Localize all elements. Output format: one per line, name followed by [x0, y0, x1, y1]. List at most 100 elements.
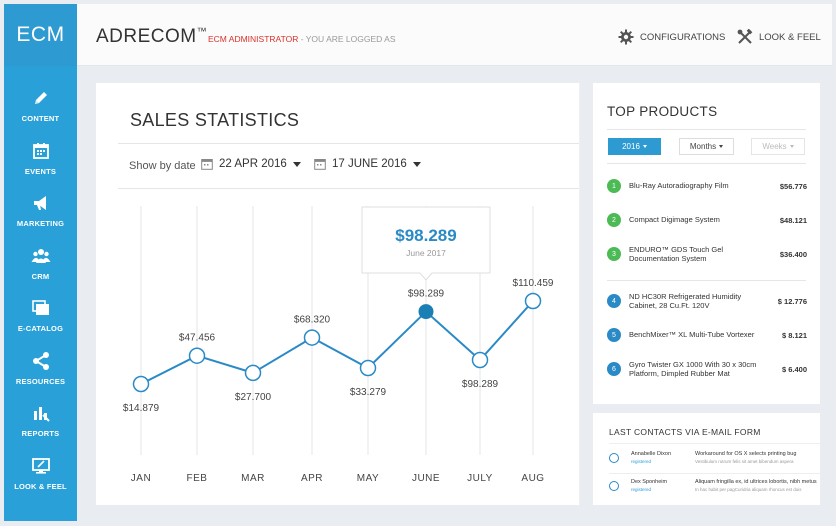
contact-radio[interactable]	[609, 453, 619, 463]
divider	[609, 443, 820, 444]
share-icon	[32, 352, 49, 370]
top-products-title: TOP PRODUCTS	[607, 104, 718, 119]
data-point	[132, 375, 150, 393]
product-item[interactable]: 4 ND HC30R Refrigerated Humidity Cabinet…	[607, 287, 807, 315]
sidebar-item-label: CONTENT	[21, 114, 60, 123]
date-to-picker[interactable]: 17 JUNE 2016	[314, 158, 421, 170]
product-name: ND HC30R Refrigerated Humidity Cabinet, …	[629, 291, 742, 310]
data-point	[244, 364, 262, 382]
months-filter-button[interactable]: Months	[679, 138, 734, 155]
sales-statistics-card: SALES STATISTICS Show by date 22 APR 201…	[96, 83, 580, 505]
catalog-icon	[31, 300, 49, 315]
product-price: $56.776	[779, 181, 807, 191]
divider	[607, 129, 806, 130]
year-filter-button[interactable]: 2016	[608, 138, 661, 155]
product-item[interactable]: 2 Compact Digimage System $48.121	[607, 206, 807, 234]
data-label: $27.700	[235, 392, 272, 403]
sidebar-item-label: CRM	[31, 272, 50, 281]
app-title: ADRECOM™	[96, 26, 208, 47]
product-item[interactable]: 3 ENDURO™ GDS Touch Gel Documentation Sy…	[607, 240, 807, 268]
x-tick-label: JAN	[131, 473, 151, 484]
contacts-title: LAST CONTACTS VIA E-MAIL FORM	[609, 427, 761, 437]
sidebar-item-events[interactable]: EVENTS	[4, 141, 77, 193]
rank-badge: 1	[607, 179, 621, 193]
tooltip-label: June 2017	[406, 248, 446, 258]
data-point	[359, 359, 377, 377]
show-by-label: Show by date	[129, 160, 196, 172]
product-name: Blu-Ray Autoradiography Film	[629, 181, 729, 191]
sidebar-item-marketing[interactable]: MARKETING	[4, 193, 77, 245]
x-tick-label: JUNE	[412, 473, 440, 484]
sidebar-item-label: RESOURCES	[15, 377, 66, 386]
sidebar-item-look-feel[interactable]: LOOK & FEEL	[4, 456, 77, 508]
data-label: $110.459	[513, 278, 554, 289]
contact-radio[interactable]	[609, 481, 619, 491]
date-from-picker[interactable]: 22 APR 2016	[201, 158, 301, 170]
megaphone-icon	[33, 196, 46, 210]
brand-logo[interactable]: ECM	[4, 4, 77, 66]
product-price: $ 8.121	[781, 330, 807, 340]
x-tick-label: MAY	[357, 473, 379, 484]
product-name: Compact Digimage System	[629, 215, 720, 225]
x-tick-label: MAR	[241, 473, 265, 484]
product-item[interactable]: 6 Gyro Twister GX 1000 With 30 x 30cm Pl…	[607, 355, 807, 383]
sales-title: SALES STATISTICS	[130, 110, 300, 130]
contact-tag: registered	[631, 459, 652, 464]
gear-icon	[618, 29, 634, 45]
calendar-icon	[201, 159, 213, 170]
sidebar-item-label: MARKETING	[16, 219, 65, 228]
data-label: $14.879	[123, 403, 160, 414]
users-icon	[31, 249, 50, 263]
look-and-feel-button[interactable]: LOOK & FEEL	[737, 29, 821, 45]
contact-name: Annabelle Dixon	[631, 451, 672, 457]
product-item[interactable]: 5 BenchMixer™ XL Multi-Tube Vortexer $ 8…	[607, 321, 807, 349]
rank-badge: 4	[607, 294, 621, 308]
product-price: $ 12.776	[777, 296, 807, 306]
contact-item[interactable]: Annabelle Dixon registered Workaround fo…	[609, 449, 819, 471]
product-price: $ 6.400	[781, 364, 807, 374]
contact-name: Dex Sponheim	[631, 479, 668, 485]
x-tick-label: FEB	[187, 473, 208, 484]
divider	[607, 280, 806, 281]
chevron-down-icon	[292, 161, 301, 167]
divider	[609, 473, 820, 474]
calendar-icon	[314, 159, 326, 170]
rank-badge: 3	[607, 247, 621, 261]
configurations-button[interactable]: CONFIGURATIONS	[618, 29, 725, 45]
top-header: ADRECOM™ ECM ADMINISTRATOR - YOU ARE LOG…	[77, 4, 832, 66]
login-status: ECM ADMINISTRATOR - YOU ARE LOGGED AS	[208, 34, 396, 44]
contact-item[interactable]: Dex Sponheim registered Aliquam fringill…	[609, 477, 819, 499]
data-point	[188, 347, 206, 364]
sidebar-item-label: REPORTS	[21, 429, 60, 438]
sidebar-item-crm[interactable]: CRM	[4, 246, 77, 298]
sales-line-chart: $14.879 $47.456 $27.700 $68.320 $33.279 $98.2…	[123, 206, 554, 484]
weeks-filter-button[interactable]: Weeks	[751, 138, 805, 155]
sidebar-item-resources[interactable]: RESOURCES	[4, 351, 77, 403]
chevron-down-icon	[789, 145, 794, 148]
rank-badge: 6	[607, 362, 621, 376]
chevron-down-icon	[642, 145, 647, 148]
x-tick-label: AUG	[521, 473, 544, 484]
contact-snippet: Vestibulum rutrum felis sit amet bibendu…	[695, 459, 794, 464]
data-point	[418, 304, 434, 320]
calendar-icon	[32, 143, 49, 159]
data-point	[524, 292, 542, 310]
contact-tag: registered	[631, 487, 652, 492]
sidebar-item-content[interactable]: CONTENT	[4, 88, 77, 140]
product-price: $36.400	[779, 249, 807, 259]
sidebar-item-label: E-CATALOG	[17, 324, 64, 333]
data-label: $47.456	[179, 333, 216, 344]
pencil-icon	[34, 92, 47, 104]
sidebar-item-reports[interactable]: REPORTS	[4, 403, 77, 455]
product-name: ENDURO™ GDS Touch Gel Documentation Syst…	[629, 244, 724, 263]
product-item[interactable]: 1 Blu-Ray Autoradiography Film $56.776	[607, 172, 807, 200]
divider	[118, 143, 579, 144]
sidebar-item-label: EVENTS	[24, 167, 57, 176]
divider	[118, 188, 579, 189]
series-line	[140, 300, 534, 385]
data-point	[471, 351, 489, 369]
sidebar-item-e-catalog[interactable]: E-CATALOG	[4, 298, 77, 350]
sidebar-item-label: LOOK & FEEL	[14, 482, 67, 491]
tooltip-box	[361, 206, 491, 281]
